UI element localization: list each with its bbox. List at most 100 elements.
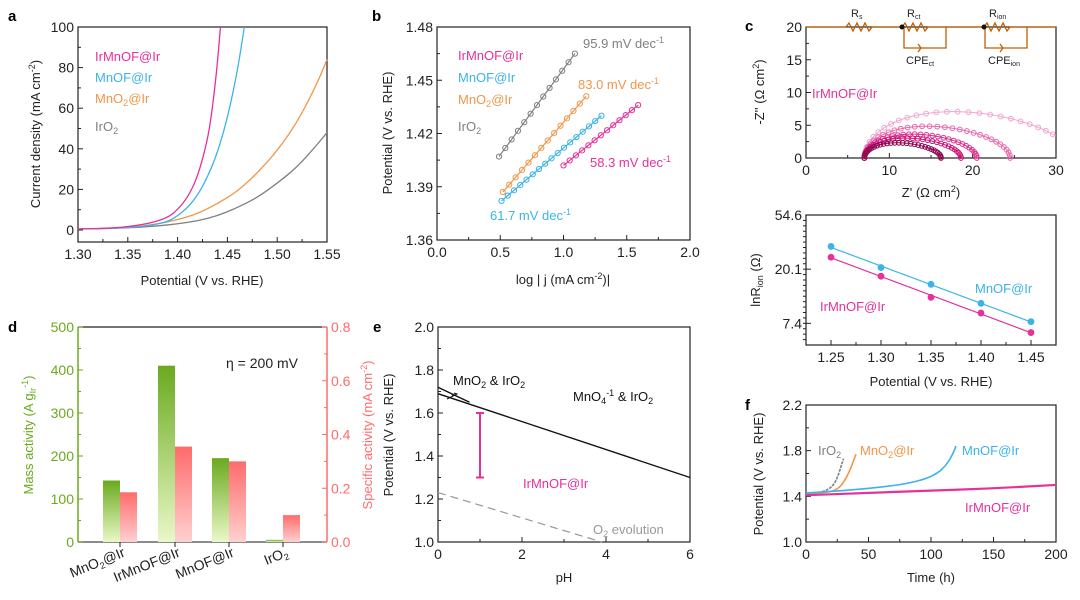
data-point-IrMnOF@Ir xyxy=(635,102,642,109)
arrow-icon xyxy=(446,392,459,400)
x-tick-label: 0 xyxy=(802,162,810,178)
x-axis-label-a: Potential (V vs. RHE) xyxy=(141,273,264,288)
data-point xyxy=(945,143,952,150)
d-right-end: ) xyxy=(360,361,375,365)
e-low-sub1: 2 xyxy=(481,380,486,390)
y-axis-label-f: Potential (V vs. RHE) xyxy=(751,413,766,536)
slope-mno2-main: 83.0 mV dec xyxy=(578,77,651,92)
d-left-end: ) xyxy=(21,376,36,380)
panel-a: 1.30 1.35 1.40 1.45 1.50 1.55 0 20 40 60 80 100 Cur… xyxy=(27,19,341,288)
data-point xyxy=(915,142,922,148)
x-tick-label-IrO2: IrO2 xyxy=(261,544,290,570)
e-low-pre: MnO xyxy=(453,373,481,388)
x-tick-label: 1.40 xyxy=(967,349,994,365)
data-point xyxy=(956,126,963,133)
legend-mnof-f: MnOF@Ir xyxy=(962,443,1020,458)
y-tick-label: 500 xyxy=(51,319,75,335)
c2-ylabel-main: lnR xyxy=(748,287,763,307)
axis-ticks-e: 0 2 4 6 1.0 1.2 1.4 1.6 1.8 2.0 xyxy=(415,319,695,562)
c-xlabel-sup: 2 xyxy=(951,184,956,194)
x-tick-label: 1.30 xyxy=(64,246,91,262)
eta-annotation: η = 200 mV xyxy=(226,355,299,371)
data-point xyxy=(954,108,961,115)
data-point xyxy=(891,139,898,146)
data-point-IrMnOF@Ir xyxy=(603,127,611,134)
legend-mno2-b-sub: 2 xyxy=(486,99,491,109)
data-point-MnO2@Ir xyxy=(506,181,513,188)
y-tick-label: 1.2 xyxy=(415,491,435,507)
y-axis-label-b: Potential (V vs. RHE) xyxy=(380,72,395,195)
slope-mno2-sup: -1 xyxy=(651,76,659,86)
region-label-mno4-iro2: MnO4-1 & IrO2 xyxy=(573,388,653,406)
data-point-MnOF@Ir xyxy=(598,112,605,119)
legend-irmnof-b: IrMnOF@Ir xyxy=(458,48,524,63)
data-point xyxy=(894,132,901,139)
data-point xyxy=(913,112,920,119)
d-left-sub: Ir xyxy=(28,388,38,394)
x-label-b-sup: -2 xyxy=(594,271,602,281)
data-point-IrMnOF@Ir xyxy=(827,253,835,261)
legend-irmnof-f: IrMnOF@Ir xyxy=(965,500,1031,515)
boundary-line xyxy=(437,386,470,403)
e-high-sub: 4 xyxy=(601,396,606,406)
data-point xyxy=(904,114,911,121)
c2-ylabel-sub: ion xyxy=(755,275,765,287)
x-tick-label: 1.5 xyxy=(617,244,637,260)
x-tick-label: 20 xyxy=(965,162,981,178)
c-xlabel-main: Z' (Ω cm xyxy=(902,185,951,200)
slope-label-mnof: 61.7 mV dec-1 xyxy=(490,207,571,223)
bar-specific-IrMnOF@Ir xyxy=(175,446,192,542)
bar-specific-MnOF@Ir xyxy=(229,461,246,542)
legend-mnof-a: MnOF@Ir xyxy=(95,70,153,85)
data-point xyxy=(904,124,911,131)
data-point xyxy=(943,108,950,115)
series-c xyxy=(861,108,1057,161)
e-o2-pre: O xyxy=(593,522,603,537)
f-iro2-main: IrO xyxy=(818,443,836,458)
legend-irmnof-a: IrMnOF@Ir xyxy=(95,49,161,64)
x-tick-label: 1.25 xyxy=(817,349,844,365)
y-tick-label: 1.4 xyxy=(415,448,435,464)
data-point xyxy=(929,132,936,139)
data-point-MnO2@Ir xyxy=(551,129,558,137)
data-point-IrO2 xyxy=(521,119,528,126)
data-point xyxy=(897,125,904,132)
rion-sub: ion xyxy=(997,14,1006,21)
tick-sub: 2 xyxy=(282,551,290,562)
tick-text: MnO xyxy=(67,554,101,580)
data-point-IrO2 xyxy=(559,67,566,74)
data-point-MnO2@Ir xyxy=(499,188,506,196)
y-axis-label-d-left: Mass activity (A gIr-1) xyxy=(20,376,38,495)
data-point xyxy=(899,140,906,146)
data-point-MnO2@Ir xyxy=(538,144,545,151)
data-point xyxy=(1026,121,1033,128)
data-point xyxy=(1007,115,1014,122)
y-tick-label: 400 xyxy=(51,362,75,378)
data-point-MnO2@Ir xyxy=(570,107,577,115)
o2-evolution-label: O2 evolution xyxy=(593,522,664,539)
plot-frame-e xyxy=(437,326,691,543)
data-point-IrMnOF@Ir xyxy=(927,293,935,301)
e-high-pre: MnO xyxy=(573,389,601,404)
line-MnO2@Ir xyxy=(805,453,857,495)
circuit-wire xyxy=(903,26,947,49)
data-point-MnOF@Ir xyxy=(1027,318,1035,326)
slope-iro2-main: 95.9 mV dec xyxy=(583,36,656,51)
line-IrO2 xyxy=(77,132,328,230)
x-tick-label: 50 xyxy=(861,546,877,562)
slope-irmnof-sup: -1 xyxy=(663,154,671,164)
slope-irmnof-main: 58.3 mV dec xyxy=(590,155,663,170)
data-point-MnOF@Ir xyxy=(535,165,543,173)
sample-label-c: IrMnOF@Ir xyxy=(812,86,878,101)
y-tick-label: 1.45 xyxy=(406,72,433,88)
data-point xyxy=(922,143,929,150)
data-point xyxy=(970,129,977,136)
y-axis-label-c: -Z'' (Ω cm2) xyxy=(751,59,767,124)
x-tick-label: 0.5 xyxy=(491,244,511,260)
circuit-label-cpect: CPEct xyxy=(906,55,934,68)
data-point xyxy=(934,123,941,130)
panel-c-lnrion: 1.25 1.30 1.35 1.40 1.45 7.4 20.1 54.6 lnRion (… xyxy=(748,207,1057,389)
data-point xyxy=(945,136,952,143)
y-tick-label: 0.2 xyxy=(331,480,351,496)
